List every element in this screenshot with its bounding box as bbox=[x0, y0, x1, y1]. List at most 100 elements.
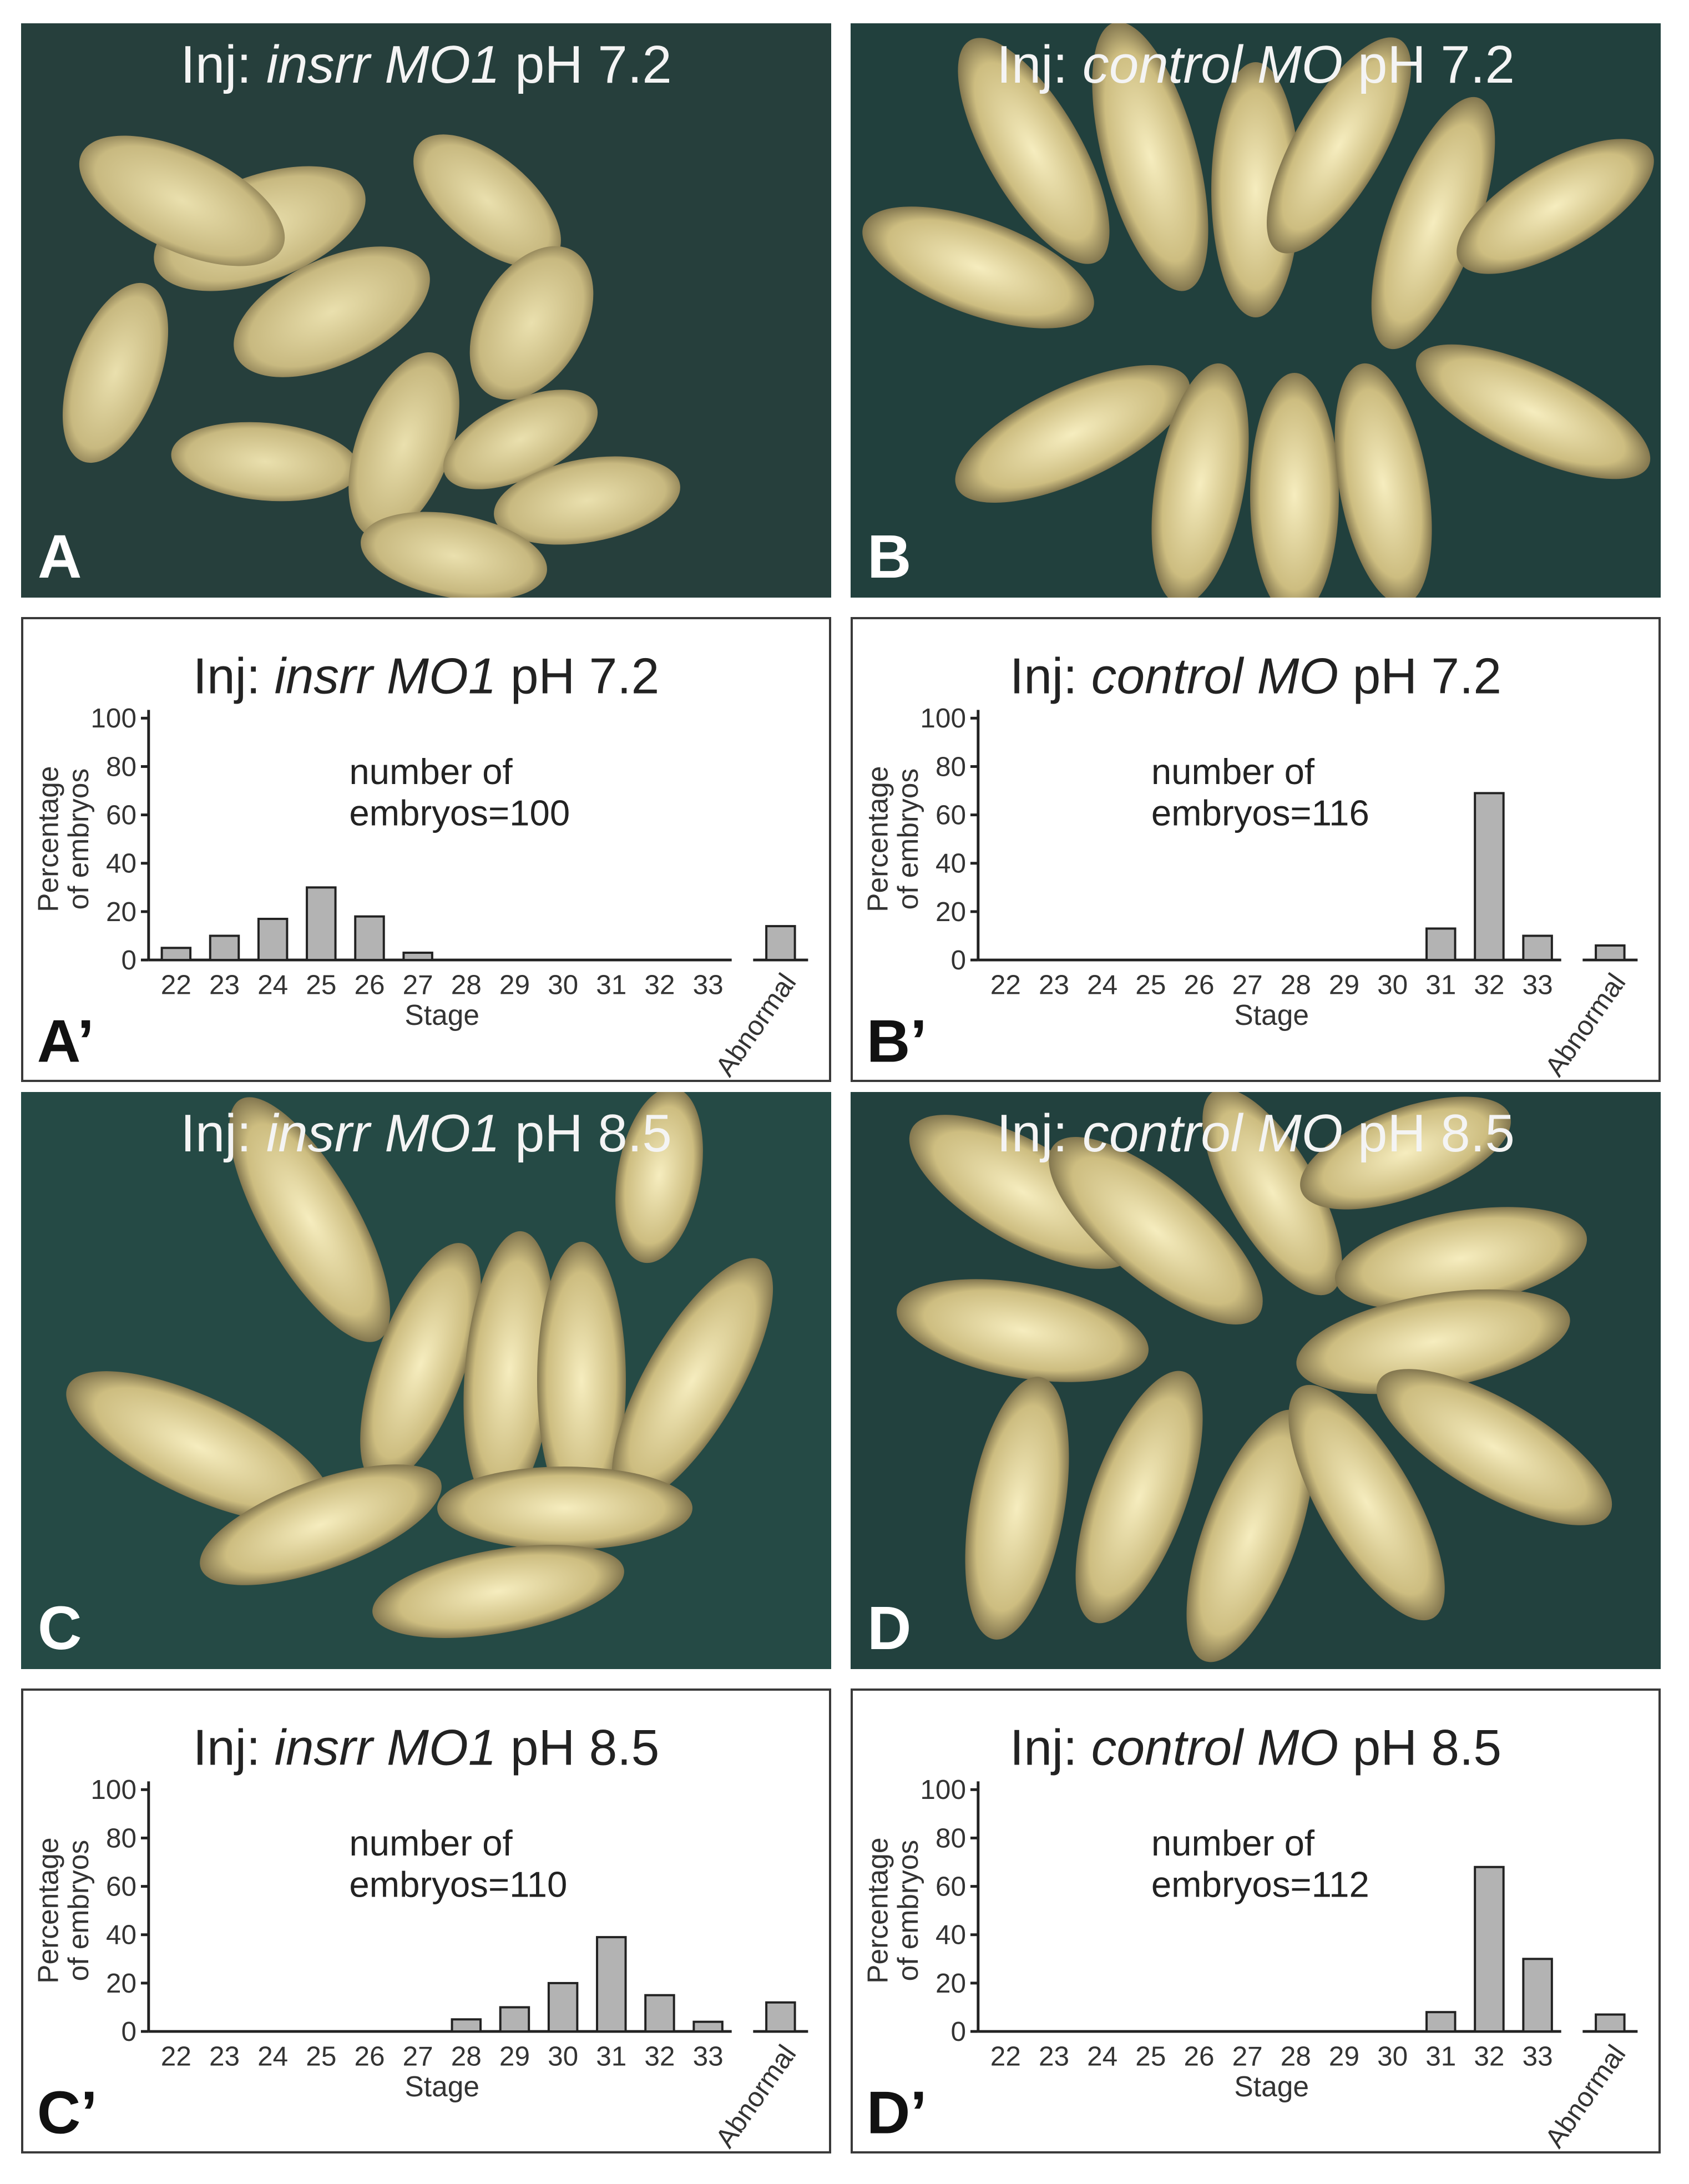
y-tick-label: 60 bbox=[106, 800, 136, 830]
photo-title-a: Inj: insrr MO1 pH 7.2 bbox=[180, 35, 672, 94]
x-tick-label: 33 bbox=[1523, 969, 1553, 1000]
photo-panel-c: Inj: insrr MO1 pH 8.5 C bbox=[21, 1092, 831, 1669]
photo-panel-b: Inj: control MO pH 7.2 B bbox=[851, 23, 1661, 598]
y-axis-label-line1: Percentage bbox=[861, 1837, 893, 1983]
x-tick-label: 23 bbox=[209, 2041, 240, 2071]
chart-d-prime: Inj: control MO pH 8.5 number ofembryos=1… bbox=[861, 1720, 1638, 2153]
y-tick-label: 100 bbox=[90, 1775, 136, 1805]
chart-title-ph: pH 7.2 bbox=[497, 649, 660, 705]
chart-title-morpholino: control MO bbox=[1091, 1720, 1339, 1776]
y-tick-label: 80 bbox=[935, 751, 966, 782]
bar-stage-32 bbox=[1474, 792, 1505, 962]
embryo-image-a bbox=[21, 23, 831, 598]
x-tick-label: 27 bbox=[403, 969, 433, 1000]
x-tick-label: 30 bbox=[1377, 2041, 1408, 2071]
panel-letter-c: C bbox=[38, 1594, 82, 1662]
abnormal-label: Abnormal bbox=[710, 2039, 802, 2153]
bar-stage-26 bbox=[354, 915, 385, 962]
x-tick-label: 23 bbox=[1039, 969, 1069, 1000]
y-tick-label: 100 bbox=[920, 703, 966, 734]
panel-letter-a: A bbox=[38, 523, 82, 591]
y-axis-label-line2: of embryos bbox=[62, 769, 94, 910]
embryo-count-label: number of bbox=[349, 751, 513, 792]
chart-title-prefix: Inj: bbox=[1010, 649, 1091, 705]
x-tick-label: 26 bbox=[1184, 2041, 1214, 2071]
x-tick-label: 28 bbox=[1281, 2041, 1311, 2071]
chart-panel-letter: A’ bbox=[37, 1007, 94, 1075]
x-tick-label: 26 bbox=[1184, 969, 1214, 1000]
embryo-image-c bbox=[21, 1092, 831, 1669]
y-tick-label: 60 bbox=[935, 1871, 966, 1902]
x-tick-label: 30 bbox=[548, 2041, 578, 2071]
chart-panel-letter: B’ bbox=[867, 1007, 927, 1075]
x-tick-label: 31 bbox=[596, 969, 626, 1000]
photo-panel-a: Inj: insrr MO1 pH 7.2 A bbox=[21, 23, 831, 598]
chart-title-prefix: Inj: bbox=[193, 1720, 275, 1776]
x-tick-label: 24 bbox=[257, 2041, 288, 2071]
x-tick-label: 32 bbox=[644, 2041, 675, 2071]
x-tick-label: 32 bbox=[1474, 969, 1504, 1000]
embryo-image-d bbox=[851, 1092, 1661, 1669]
x-tick-label: 22 bbox=[990, 969, 1021, 1000]
photo-title-b: Inj: control MO pH 7.2 bbox=[997, 35, 1515, 94]
chart-panel-letter: D’ bbox=[867, 2079, 927, 2146]
y-axis-label-line1: Percentage bbox=[32, 1837, 64, 1983]
embryo-count-value: embryos=112 bbox=[1151, 1864, 1369, 1904]
bar-stage-25 bbox=[306, 886, 337, 962]
y-axis-label-line1: Percentage bbox=[32, 766, 64, 912]
chart-title: Inj: control MO pH 8.5 bbox=[1010, 1720, 1501, 1776]
y-tick-label: 0 bbox=[121, 2016, 136, 2047]
y-tick-label: 0 bbox=[950, 945, 966, 975]
x-tick-label: 33 bbox=[693, 969, 724, 1000]
x-tick-label: 24 bbox=[257, 969, 288, 1000]
photo-title-d: Inj: control MO pH 8.5 bbox=[997, 1104, 1515, 1163]
y-tick-label: 40 bbox=[935, 1920, 966, 1950]
x-tick-label: 27 bbox=[403, 2041, 433, 2071]
x-tick-label: 32 bbox=[644, 969, 675, 1000]
x-tick-label: 22 bbox=[161, 2041, 191, 2071]
x-tick-label: 29 bbox=[1329, 969, 1359, 1000]
x-tick-label: 24 bbox=[1087, 2041, 1117, 2071]
chart-title: Inj: insrr MO1 pH 7.2 bbox=[193, 649, 660, 705]
abnormal-label: Abnormal bbox=[1539, 968, 1632, 1081]
chart-title-ph: pH 8.5 bbox=[1338, 1720, 1501, 1776]
y-tick-label: 80 bbox=[106, 751, 136, 782]
chart-title-morpholino: insrr MO1 bbox=[275, 1720, 497, 1776]
chart-title-ph: pH 8.5 bbox=[497, 1720, 660, 1776]
embryo-count-label: number of bbox=[1151, 751, 1315, 792]
photo-title-c: Inj: insrr MO1 pH 8.5 bbox=[180, 1104, 672, 1163]
bar-stage-30 bbox=[547, 1981, 579, 2033]
chart-panel-a-prime: Inj: insrr MO1 pH 7.2 number of embryos=10… bbox=[21, 617, 831, 1082]
x-tick-label: 32 bbox=[1474, 2041, 1504, 2071]
chart-title-ph: pH 7.2 bbox=[1338, 649, 1501, 705]
y-tick-label: 40 bbox=[106, 1920, 136, 1950]
y-tick-label: 40 bbox=[106, 848, 136, 879]
embryo-count-value: embryos=100 bbox=[349, 792, 570, 833]
embryo-count-label: number of bbox=[349, 1823, 513, 1863]
chart-title-morpholino: insrr MO1 bbox=[275, 649, 497, 705]
y-tick-label: 60 bbox=[935, 800, 966, 830]
x-tick-label: 27 bbox=[1232, 2041, 1263, 2071]
x-tick-label: 33 bbox=[693, 2041, 724, 2071]
bar-abnormal bbox=[765, 2001, 796, 2033]
bar-stage-31 bbox=[596, 1936, 627, 2033]
x-tick-label: 30 bbox=[1377, 969, 1408, 1000]
panel-letter-b: B bbox=[867, 523, 912, 591]
bar-stage-32 bbox=[644, 1994, 675, 2033]
photo-panel-d: Inj: control MO pH 8.5 D bbox=[851, 1092, 1661, 1669]
x-tick-label: 29 bbox=[499, 2041, 530, 2071]
y-tick-label: 80 bbox=[935, 1823, 966, 1853]
y-axis-label-line2: of embryos bbox=[62, 1840, 94, 1981]
x-tick-label: 30 bbox=[548, 969, 578, 1000]
chart-panel-c-prime: Inj: insrr MO1 pH 8.5 number of embryos=11… bbox=[21, 1688, 831, 2153]
y-tick-label: 60 bbox=[106, 1871, 136, 1902]
chart-panel-b-prime: Inj: control MO pH 7.2 number of embryos=1… bbox=[851, 617, 1661, 1082]
x-axis-label: Stage bbox=[1234, 2070, 1309, 2102]
bar-stage-33 bbox=[1522, 1958, 1553, 2033]
embryo-count-label: number of bbox=[1151, 1823, 1315, 1863]
bar-stage-33 bbox=[692, 2020, 724, 2033]
y-axis-label-line1: Percentage bbox=[861, 766, 893, 912]
bar-stage-33 bbox=[1522, 934, 1553, 962]
